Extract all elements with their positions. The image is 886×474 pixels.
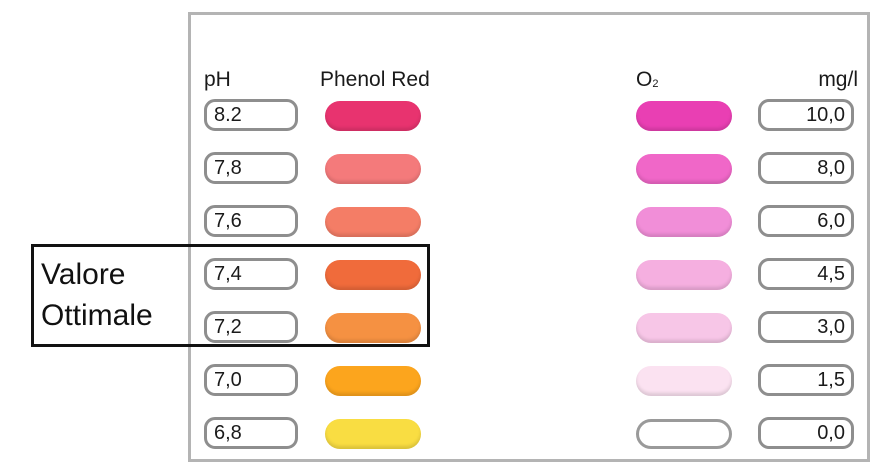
o2-subscript: 2	[652, 78, 659, 90]
phenol-red-swatch	[325, 313, 421, 343]
mgl-value-box: 8,0	[758, 152, 854, 184]
phenol-red-swatch	[325, 154, 421, 184]
color-comparison-card	[188, 12, 870, 462]
mgl-value-box: 4,5	[758, 258, 854, 290]
mgl-value-box: 10,0	[758, 99, 854, 131]
ph-value-box: 8.2	[204, 99, 298, 131]
ph-value-box: 7,4	[204, 258, 298, 290]
phenol-red-swatch	[325, 260, 421, 290]
phenol-red-swatch	[325, 366, 421, 396]
phenol-red-column-header: Phenol Red	[320, 68, 430, 91]
o2-swatch	[636, 313, 732, 343]
o2-swatch	[636, 419, 732, 449]
ph-column-header: pH	[204, 68, 231, 91]
ph-value-box: 7,8	[204, 152, 298, 184]
mgl-column-header: mg/l	[818, 68, 858, 91]
o2-symbol: O	[636, 68, 653, 91]
scale-row: 7,4 4,5	[0, 258, 886, 296]
mgl-value-box: 1,5	[758, 364, 854, 396]
phenol-red-swatch	[325, 207, 421, 237]
scale-row: 6,8 0,0	[0, 417, 886, 455]
optimal-range-label-line1: Valore	[41, 258, 126, 291]
optimal-range-label: Valore Ottimale	[41, 254, 157, 336]
mgl-value-box: 0,0	[758, 417, 854, 449]
ph-value-box: 7,2	[204, 311, 298, 343]
o2-swatch	[636, 207, 732, 237]
o2-swatch	[636, 366, 732, 396]
scale-row: 7,2 3,0	[0, 311, 886, 349]
o2-swatch	[636, 260, 732, 290]
optimal-range-label-line2: Ottimale	[41, 299, 153, 332]
ph-value-box: 6,8	[204, 417, 298, 449]
mgl-value-box: 3,0	[758, 311, 854, 343]
scale-row: 7,8 8,0	[0, 152, 886, 190]
o2-column-header: O2	[636, 68, 658, 95]
mgl-value-box: 6,0	[758, 205, 854, 237]
o2-swatch	[636, 154, 732, 184]
o2-swatch	[636, 101, 732, 131]
ph-value-box: 7,0	[204, 364, 298, 396]
phenol-red-swatch	[325, 419, 421, 449]
ph-value-box: 7,6	[204, 205, 298, 237]
scale-row: 8.2 10,0	[0, 99, 886, 137]
scale-row: 7,6 6,0	[0, 205, 886, 243]
scale-row: 7,0 1,5	[0, 364, 886, 402]
phenol-red-swatch	[325, 101, 421, 131]
